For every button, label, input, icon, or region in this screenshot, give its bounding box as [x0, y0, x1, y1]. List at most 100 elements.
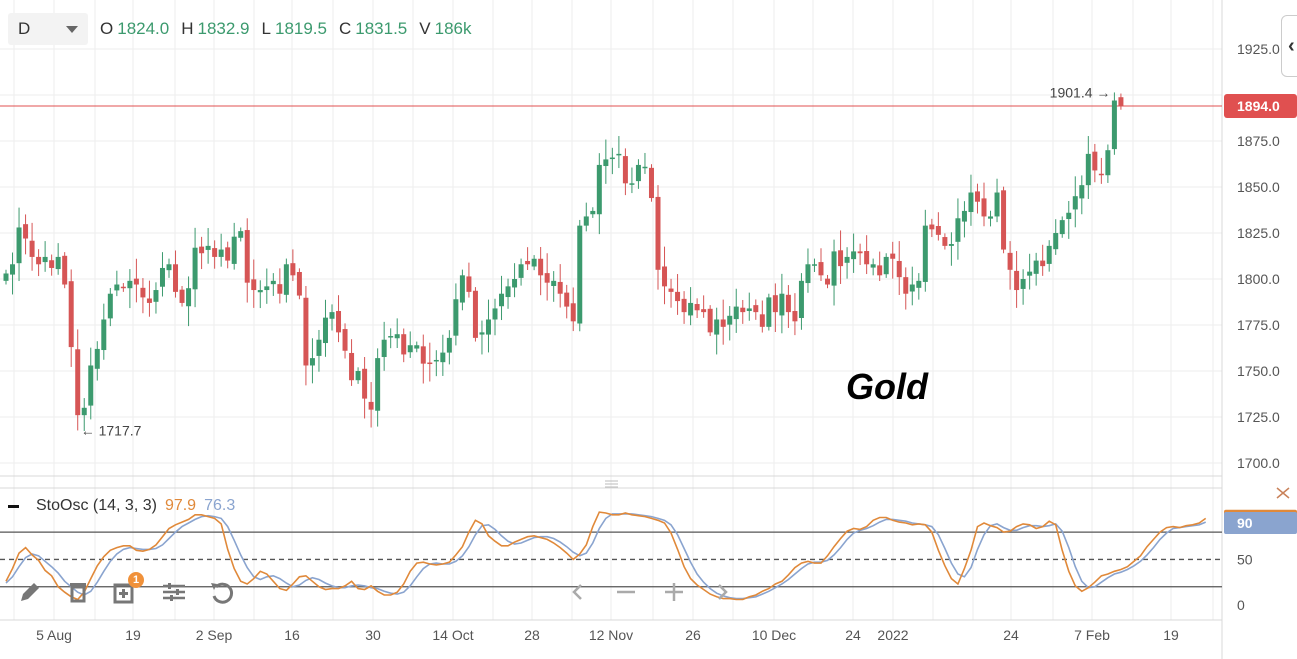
candle	[1072, 176, 1078, 228]
candle-body	[140, 287, 146, 298]
candle	[329, 304, 335, 331]
collapse-panel-button[interactable]: ‹	[1281, 15, 1297, 77]
scroll-right-button[interactable]	[704, 574, 740, 610]
candle	[1092, 143, 1098, 183]
candle	[864, 235, 870, 275]
candle	[3, 269, 9, 285]
candle	[525, 247, 531, 270]
candle-body	[505, 286, 511, 298]
ohlc-open: O 1824.0	[100, 19, 170, 38]
candle	[127, 269, 133, 309]
candle-body	[153, 290, 159, 302]
candle	[264, 268, 270, 304]
candle	[94, 341, 100, 381]
candle-body	[635, 164, 641, 182]
zoom-in-button[interactable]	[656, 574, 692, 610]
panel-resize-handle	[605, 480, 618, 488]
candle-body	[544, 273, 550, 283]
candle	[244, 218, 250, 303]
candle-body	[1001, 190, 1007, 250]
zoom-out-button[interactable]	[608, 574, 644, 610]
date-tick-label: 30	[365, 627, 381, 643]
candle	[903, 267, 909, 310]
candle	[472, 287, 478, 342]
candle-body	[603, 159, 609, 167]
candle	[433, 350, 439, 377]
candle-body	[107, 293, 113, 319]
candle-body	[577, 225, 583, 324]
candle-body	[322, 317, 328, 344]
candle	[577, 219, 583, 332]
candle-body	[864, 251, 870, 265]
candle-body	[244, 230, 250, 283]
add-indicator-icon[interactable]: 1	[108, 572, 144, 610]
candle	[55, 243, 61, 275]
date-tick-label: 7 Feb	[1074, 627, 1110, 643]
candle-body	[512, 279, 518, 288]
candle	[968, 174, 974, 226]
candle	[146, 280, 152, 317]
candle	[1014, 251, 1020, 308]
candle	[303, 285, 309, 386]
candle-body	[857, 251, 863, 254]
candle-body	[16, 227, 22, 264]
candle-body	[785, 294, 791, 313]
candle	[753, 299, 759, 320]
date-tick-label: 19	[1163, 627, 1179, 643]
oscillator-panel	[0, 511, 1222, 601]
candle	[173, 250, 179, 298]
candle	[251, 259, 257, 308]
candle	[1098, 157, 1104, 184]
candle	[746, 292, 752, 321]
close-icon[interactable]	[1276, 487, 1290, 499]
candle	[375, 348, 381, 427]
chevron-right-icon	[718, 584, 728, 600]
timeframe-select[interactable]: D	[8, 13, 88, 45]
candle-body	[401, 334, 407, 355]
candle	[648, 164, 654, 202]
candle-body	[1059, 220, 1065, 235]
indicator-k-value: 97.9	[164, 497, 197, 514]
candle-body	[766, 297, 772, 327]
pencil-icon[interactable]	[12, 574, 48, 610]
candle-body	[1105, 150, 1111, 176]
candle	[36, 249, 42, 277]
sliders-icon[interactable]	[156, 574, 192, 610]
candle	[401, 328, 407, 363]
stochastic-k-line	[5, 511, 1207, 601]
candle-body	[642, 166, 648, 169]
candle	[388, 328, 394, 349]
candle-body	[277, 284, 283, 294]
candle	[1027, 253, 1033, 290]
candle	[557, 264, 563, 308]
candle	[596, 153, 602, 235]
candle	[23, 214, 29, 255]
candle	[238, 227, 244, 242]
candle-body	[733, 306, 739, 320]
candle-body	[811, 264, 817, 266]
candle	[212, 240, 218, 269]
scroll-left-button[interactable]	[560, 574, 596, 610]
candle	[107, 288, 113, 327]
candle-body	[218, 249, 224, 257]
candle-body	[179, 289, 185, 303]
candle	[88, 347, 94, 420]
candle	[740, 299, 746, 324]
candle	[720, 299, 726, 345]
candle-body	[499, 293, 505, 307]
candle	[544, 253, 550, 301]
candle	[29, 222, 35, 271]
candle-body	[114, 284, 120, 291]
undo-icon[interactable]	[204, 574, 240, 610]
indicator-collapse-button[interactable]	[8, 504, 19, 508]
candle	[883, 253, 889, 278]
candle	[877, 251, 883, 282]
candle-body	[974, 191, 980, 202]
candle	[1033, 252, 1039, 286]
candle	[355, 367, 361, 384]
date-tick-label: 2 Sep	[196, 627, 233, 643]
trash-icon[interactable]	[60, 574, 96, 610]
candle-body	[388, 336, 394, 338]
candle	[270, 273, 276, 296]
